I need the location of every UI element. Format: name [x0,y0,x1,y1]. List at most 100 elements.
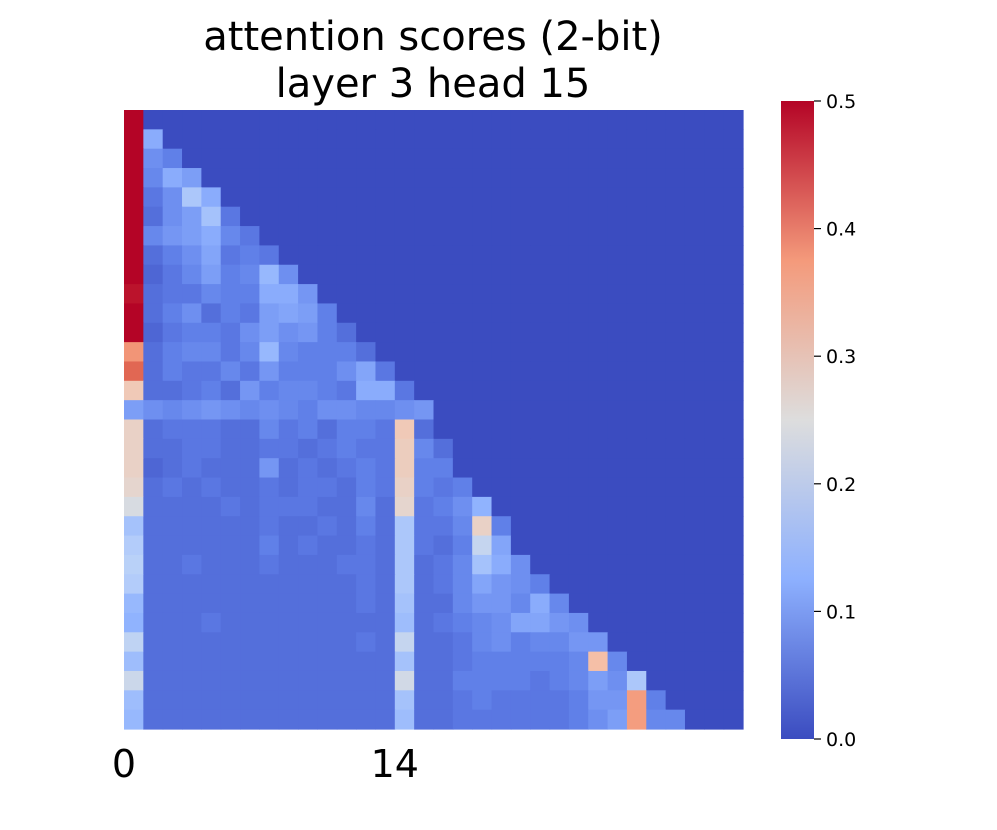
heatmap-cell [452,284,473,305]
heatmap-cell [530,129,551,150]
heatmap-cell [588,284,609,305]
heatmap-cell [220,380,241,401]
heatmap-cell [452,148,473,169]
heatmap-cell [491,496,512,517]
heatmap-cell [549,303,570,324]
heatmap-cell [665,206,686,227]
heatmap-cell [201,632,222,653]
heatmap-cell [414,516,435,537]
heatmap-cell [356,690,377,711]
heatmap-cell [259,690,280,711]
heatmap-cell [452,419,473,440]
heatmap-cell [723,632,744,653]
heatmap-cell [491,574,512,595]
heatmap-cell [723,709,744,730]
heatmap-cell [491,380,512,401]
heatmap-cell [375,419,396,440]
heatmap-cell [588,187,609,208]
heatmap-cell [201,187,222,208]
heatmap-cell [220,303,241,324]
heatmap-cell [626,574,647,595]
heatmap-cell [356,380,377,401]
heatmap-cell [259,322,280,343]
heatmap-cell [510,670,531,691]
heatmap-cell [278,380,299,401]
heatmap-cell [201,380,222,401]
heatmap-cell [607,419,628,440]
heatmap-cell [684,380,705,401]
heatmap-cell [124,361,144,382]
heatmap-cell [375,148,396,169]
heatmap-cell [394,709,415,730]
heatmap-cell [588,342,609,363]
heatmap-cell [568,477,589,498]
heatmap-cell [298,574,319,595]
heatmap-cell [452,187,473,208]
heatmap-cell [124,690,144,711]
heatmap-cell [259,670,280,691]
heatmap-cell [278,477,299,498]
heatmap-cell [414,168,435,188]
heatmap-cell [568,632,589,653]
heatmap-cell [259,110,280,130]
heatmap-cell [433,303,454,324]
heatmap-cell [298,535,319,556]
heatmap-cell [124,264,144,285]
heatmap-cell [549,264,570,285]
heatmap-cell [220,690,241,711]
heatmap-cell [452,612,473,633]
heatmap-cell [607,361,628,382]
heatmap-cell [472,670,493,691]
heatmap-cell [259,593,280,614]
heatmap-cell [143,632,164,653]
heatmap-cell [220,187,241,208]
heatmap-cell [472,148,493,169]
heatmap-cell [356,419,377,440]
heatmap-cell [259,284,280,305]
heatmap-cell [452,206,473,227]
heatmap-cell [530,187,551,208]
heatmap-cell [259,380,280,401]
heatmap-cell [162,168,183,188]
heatmap-cell [510,593,531,614]
heatmap-cell [626,632,647,653]
heatmap-cell [568,206,589,227]
heatmap-cell [684,458,705,479]
heatmap-cell [530,477,551,498]
heatmap-cell [259,361,280,382]
heatmap-cell [646,438,667,459]
heatmap-cell [182,709,202,730]
heatmap-cell [684,187,705,208]
heatmap-cell [433,632,454,653]
heatmap-cell [317,187,338,208]
heatmap-cell [510,651,531,672]
heatmap-cell [317,110,338,130]
heatmap-cell [414,574,435,595]
heatmap-cell [201,110,222,130]
heatmap-cell [626,264,647,285]
heatmap-cell [433,477,454,498]
heatmap-cell [162,342,183,363]
heatmap-cell [588,361,609,382]
heatmap-cell [704,477,725,498]
heatmap-cell [414,110,435,130]
heatmap-cell [723,516,744,537]
heatmap-cell [452,554,473,575]
heatmap-cell [182,690,202,711]
heatmap-cell [491,554,512,575]
heatmap-cell [568,419,589,440]
heatmap-cell [433,361,454,382]
heatmap-cell [414,284,435,305]
heatmap-cell [162,458,183,479]
heatmap-cell [143,245,164,266]
heatmap-cell [220,670,241,691]
heatmap-cell [491,419,512,440]
heatmap-cell [704,438,725,459]
heatmap-cell [607,612,628,633]
heatmap-cell [336,380,357,401]
heatmap-cell [510,612,531,633]
heatmap-cell [317,245,338,266]
heatmap-cell [723,593,744,614]
heatmap-cell [588,535,609,556]
heatmap-cell [723,400,744,421]
